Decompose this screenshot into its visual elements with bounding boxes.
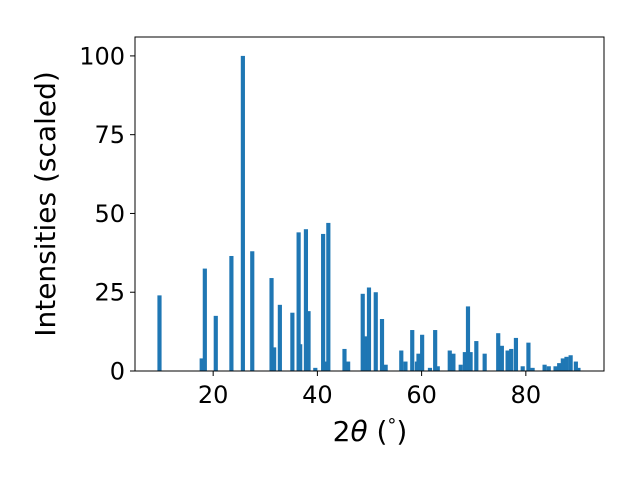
y-tick-label: 50 [94, 200, 125, 228]
x-tick-label: 20 [198, 381, 229, 409]
x-axis-label-part: ( [368, 415, 388, 448]
bar [564, 356, 569, 371]
bar [435, 366, 440, 371]
bar [240, 55, 245, 371]
bar [403, 361, 408, 371]
bar [546, 366, 551, 371]
bar [250, 251, 255, 371]
x-axis-label: 2θ (°) [333, 415, 408, 449]
bar [458, 364, 463, 371]
bar [560, 358, 565, 371]
bar [433, 330, 438, 371]
bar [520, 366, 525, 371]
bar [199, 358, 204, 371]
y-tick-label: 25 [94, 279, 125, 307]
x-tick-label: 80 [511, 381, 542, 409]
bar [202, 268, 207, 371]
bar [568, 355, 573, 371]
bar [272, 347, 277, 371]
bar [373, 292, 378, 371]
x-axis-ticks: 20 40 60 80 [198, 371, 541, 409]
bar [496, 333, 501, 371]
bar [296, 232, 301, 371]
bar [420, 334, 425, 371]
x-tick-label: 60 [406, 381, 437, 409]
x-axis-label-part: ) [396, 415, 407, 448]
y-tick-label: 100 [79, 42, 125, 70]
bar [324, 361, 329, 371]
bar [505, 350, 510, 371]
bar [399, 350, 404, 371]
bar [416, 353, 421, 371]
bar [321, 233, 326, 371]
bar [360, 293, 365, 371]
bar [298, 344, 303, 371]
bar [530, 367, 535, 371]
bar [313, 367, 318, 371]
bar [427, 367, 433, 371]
bar [410, 330, 415, 371]
x-axis-label-part: 2 [333, 415, 351, 448]
bar [557, 363, 562, 371]
bar [509, 348, 514, 371]
y-axis-label: Intensities (scaled) [29, 71, 62, 337]
bar [306, 311, 311, 371]
bar [383, 364, 388, 371]
bar [326, 222, 331, 371]
bar [542, 364, 547, 371]
y-tick-label: 75 [94, 121, 125, 149]
bar [447, 350, 452, 371]
bar [513, 337, 519, 371]
bar [346, 361, 351, 371]
bars [157, 55, 581, 371]
bar [363, 336, 368, 371]
bar [553, 366, 558, 371]
plot-frame [134, 36, 605, 372]
bar [462, 352, 467, 371]
bar [229, 255, 234, 371]
bar [573, 361, 578, 371]
x-axis-label-degree: ° [387, 415, 396, 436]
bar [465, 306, 471, 371]
bar [269, 278, 274, 371]
bar [576, 367, 581, 371]
bar [499, 345, 504, 371]
bar [213, 315, 218, 371]
bar [342, 348, 347, 371]
bar [474, 341, 479, 371]
bar [468, 352, 473, 371]
y-axis-ticks: 0 25 50 75 100 [79, 42, 135, 386]
bar [277, 304, 282, 371]
y-tick-label: 0 [110, 358, 125, 386]
x-axis-label-theta: θ [350, 415, 367, 448]
bar [526, 342, 531, 371]
bar [290, 312, 295, 371]
bar [451, 353, 456, 371]
x-tick-label: 40 [302, 381, 333, 409]
bar [157, 295, 162, 371]
bar [303, 229, 309, 371]
bar [482, 353, 487, 371]
bar [366, 287, 372, 371]
bar [379, 319, 385, 371]
